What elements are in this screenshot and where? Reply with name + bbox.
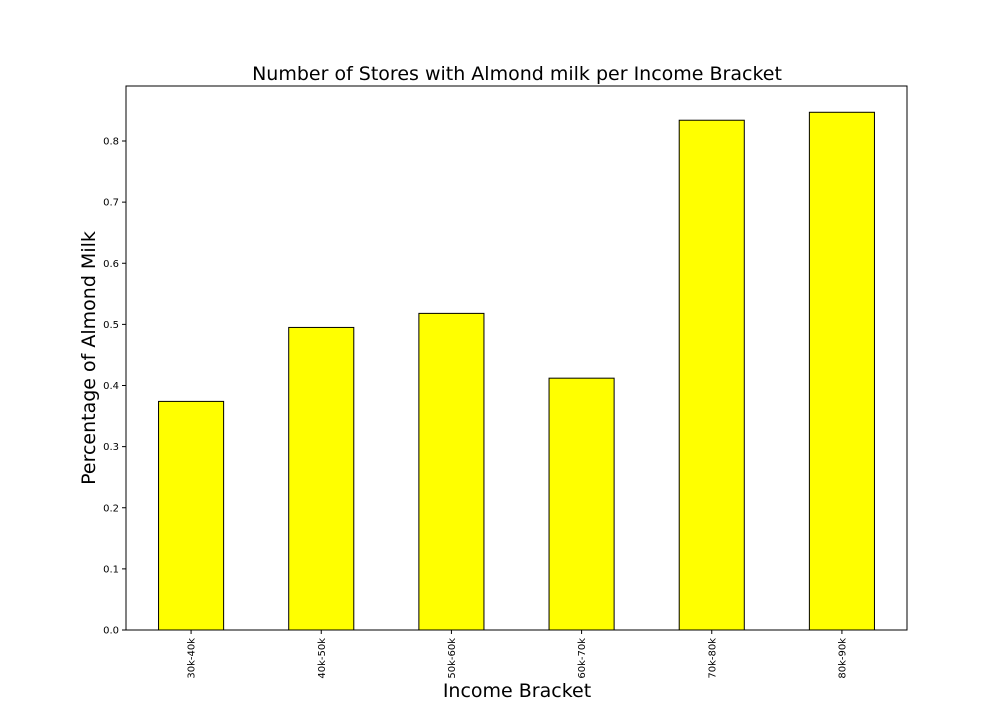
bar-60k-70k bbox=[548, 377, 615, 631]
y-tick-label: 0.5 bbox=[103, 320, 119, 331]
x-axis-ticks: 30k-40k 40k-50k 50k-60k 60k-70k 70k-80k 80k-9… bbox=[187, 630, 848, 679]
x-tick-label: 30k-40k bbox=[187, 638, 198, 679]
y-tick-label: 0.7 bbox=[103, 198, 119, 209]
y-tick-label: 0.0 bbox=[103, 626, 119, 637]
bar-70k-80k bbox=[678, 119, 745, 631]
y-tick-label: 0.1 bbox=[103, 564, 119, 575]
bar-40k-50k bbox=[288, 326, 355, 631]
y-tick-label: 0.4 bbox=[103, 381, 119, 392]
bars-group bbox=[158, 111, 875, 631]
bar-30k-40k bbox=[158, 400, 225, 631]
plot-area-frame bbox=[125, 85, 908, 631]
x-tick-label: 80k-90k bbox=[837, 638, 848, 679]
bar-50k-60k bbox=[418, 312, 485, 631]
y-tick-label: 0.6 bbox=[103, 259, 119, 270]
chart-title: Number of Stores with Almond milk per In… bbox=[252, 63, 782, 85]
x-tick-label: 40k-50k bbox=[317, 638, 328, 679]
x-tick-label: 60k-70k bbox=[577, 638, 588, 679]
x-tick-label: 50k-60k bbox=[447, 638, 458, 679]
y-axis-ticks: 0.0 0.1 0.2 0.3 0.4 0.5 0.6 0.7 0.8 bbox=[103, 137, 126, 637]
x-tick-label: 70k-80k bbox=[707, 638, 718, 679]
y-axis-label: Percentage of Almond Milk bbox=[78, 231, 100, 485]
y-tick-label: 0.2 bbox=[103, 503, 119, 514]
bar-80k-90k bbox=[808, 111, 875, 631]
x-axis-label: Income Bracket bbox=[443, 680, 591, 702]
y-tick-label: 0.3 bbox=[103, 442, 119, 453]
y-tick-label: 0.8 bbox=[103, 137, 119, 148]
